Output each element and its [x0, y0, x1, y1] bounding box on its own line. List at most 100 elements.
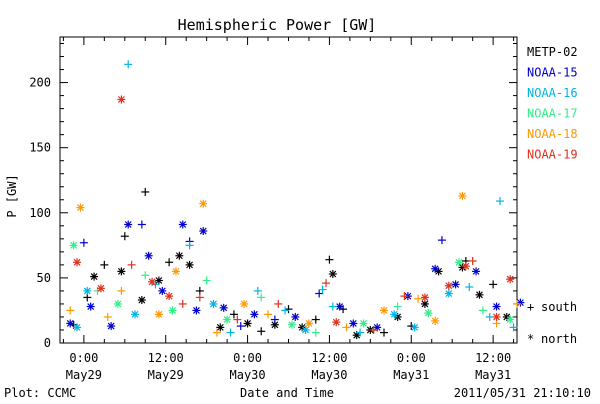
south-data-point: [270, 315, 279, 324]
north-data-point: [117, 267, 126, 276]
south-data-point: [253, 286, 262, 295]
south-data-point: [311, 315, 320, 324]
north-data-point: [199, 199, 208, 208]
north-data-point: [131, 310, 140, 319]
north-data-point: [175, 251, 184, 260]
north-data-point: [107, 322, 116, 331]
y-tick-label: 150: [29, 141, 51, 155]
south-data-point: [478, 306, 487, 315]
south-data-point: [400, 292, 409, 301]
south-data-point: [513, 299, 521, 308]
north-data-point: [431, 264, 440, 273]
south-data-point: [120, 232, 129, 241]
north-data-point: [475, 290, 484, 299]
south-data-point: [165, 258, 174, 267]
south-data-point: [202, 276, 211, 285]
north-data-point: [144, 251, 153, 260]
north-data-point: [492, 302, 501, 311]
south-data-point: [281, 306, 290, 315]
south-data-point: [342, 323, 351, 332]
south-data-point: [495, 197, 504, 206]
south-data-point: [414, 294, 423, 303]
north-data-point: [352, 331, 361, 340]
north-data-point: [335, 302, 344, 311]
north-data-point: [455, 258, 464, 267]
north-data-point: [461, 262, 470, 271]
north-data-point: [410, 323, 419, 332]
south-data-point: [485, 312, 494, 321]
south-data-point: [328, 302, 337, 311]
north-data-point: [96, 284, 105, 293]
north-data-point: [216, 323, 225, 332]
x-tick-label-date: May30: [230, 368, 266, 382]
data-points: [66, 60, 525, 340]
north-data-point: [76, 203, 85, 212]
north-data-point: [154, 310, 163, 319]
north-data-point: [69, 241, 78, 250]
legend-item: METP-02: [527, 45, 578, 59]
north-data-point: [209, 299, 218, 308]
south-data-point: [103, 312, 112, 321]
north-data-point: [516, 298, 525, 307]
x-tick-label-time: 0:00: [233, 351, 262, 365]
north-data-point: [506, 275, 515, 284]
north-data-point: [178, 220, 187, 229]
north-data-point: [431, 316, 440, 325]
north-data-point: [332, 318, 341, 327]
south-data-point: [66, 306, 75, 315]
north-data-point: [83, 286, 92, 295]
south-data-point: [212, 328, 221, 337]
north-data-point: [113, 299, 122, 308]
y-tick-label: 200: [29, 76, 51, 90]
south-data-point: [141, 187, 150, 196]
x-axis-label: Date and Time: [240, 386, 334, 400]
x-tick-label-time: 0:00: [69, 351, 98, 365]
south-data-point: [311, 328, 320, 337]
legend-item: NOAA-17: [527, 107, 578, 121]
south-marker-glyph: +: [527, 300, 534, 314]
marker-legend: + south * north: [527, 300, 577, 346]
north-data-point: [73, 258, 82, 267]
y-tick-label: 0: [44, 336, 51, 350]
y-tick-label: 100: [29, 206, 51, 220]
north-data-point: [90, 272, 99, 281]
south-data-point: [124, 60, 133, 69]
legend: METP-02 NOAA-15 NOAA-16 NOAA-17 NOAA-18 NOAA-…: [527, 45, 578, 162]
north-data-point: [199, 227, 208, 236]
x-tick-label-date: May31: [475, 368, 511, 382]
south-data-point: [315, 289, 324, 298]
south-data-point: [393, 302, 402, 311]
chart-title: Hemispheric Power [GW]: [178, 16, 377, 34]
north-marker-glyph: *: [527, 332, 534, 346]
south-data-point: [489, 280, 498, 289]
north-data-point: [506, 315, 515, 324]
x-tick-label-date: May31: [393, 368, 429, 382]
north-data-point: [301, 325, 310, 334]
north-data-point: [223, 315, 232, 324]
south-data-point: [322, 279, 331, 288]
south-data-point: [79, 238, 88, 247]
south-data-point: [100, 260, 109, 269]
north-data-point: [240, 299, 249, 308]
x-tick-label-time: 12:00: [475, 351, 511, 365]
south-data-point: [369, 325, 378, 334]
south-data-point: [233, 315, 242, 324]
north-data-point: [424, 309, 433, 318]
south-data-point: [325, 255, 334, 264]
north-data-point: [171, 267, 180, 276]
x-tick-label-time: 12:00: [311, 351, 347, 365]
north-data-point: [243, 319, 252, 328]
south-data-point: [465, 283, 474, 292]
legend-item: NOAA-18: [527, 127, 578, 141]
footer-timestamp: 2011/05/31 21:10:10: [454, 386, 591, 400]
south-data-point: [379, 328, 388, 337]
south-data-point: [178, 299, 187, 308]
north-data-point: [192, 306, 201, 315]
north-data-point: [168, 306, 177, 315]
north-data-point: [117, 95, 126, 104]
south-data-point: [437, 236, 446, 245]
north-data-point: [444, 281, 453, 290]
south-data-point: [468, 256, 477, 265]
